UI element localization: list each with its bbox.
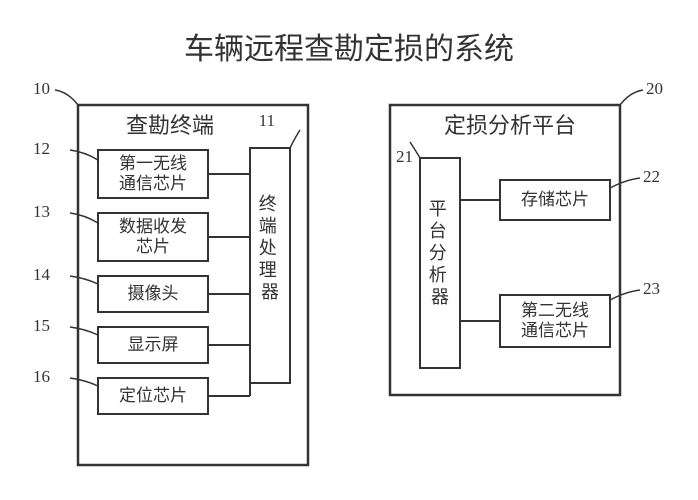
left-item-2-line1: 摄像头 — [128, 284, 179, 303]
leader-ref-10 — [55, 90, 78, 105]
right-item-1-line1: 第二无线 — [521, 301, 589, 320]
left-item-4-line1: 定位芯片 — [119, 386, 187, 405]
left-item-0-line2: 通信芯片 — [119, 174, 187, 193]
ref-21: 21 — [396, 147, 413, 166]
ref-13: 13 — [33, 202, 50, 221]
diagram-root: 车辆远程查勘定损的系统 查勘终端 10 终 端 处 理 器 11 第一无线 通信… — [0, 0, 698, 500]
left-processor-label: 终 端 处 理 器 — [259, 194, 282, 302]
right-item-0-line1: 存储芯片 — [521, 190, 589, 209]
leader-ref-20 — [620, 90, 643, 105]
ref-16: 16 — [33, 367, 50, 386]
right-analyzer-box — [420, 158, 460, 368]
left-container-title: 查勘终端 — [126, 113, 214, 138]
ref-20: 20 — [646, 79, 663, 98]
ref-12: 12 — [33, 139, 50, 158]
ref-15: 15 — [33, 316, 50, 335]
left-item-3-line1: 显示屏 — [128, 335, 179, 354]
left-item-1-line1: 数据收发 — [119, 217, 187, 236]
ref-22: 22 — [643, 167, 660, 186]
right-analyzer-label: 平 台 分 析 器 — [429, 199, 452, 307]
right-item-1-line2: 通信芯片 — [521, 321, 589, 340]
diagram-title: 车辆远程查勘定损的系统 — [184, 33, 514, 66]
ref-14: 14 — [33, 265, 51, 284]
ref-11: 11 — [259, 111, 275, 130]
ref-10: 10 — [33, 79, 50, 98]
ref-23: 23 — [643, 279, 660, 298]
left-item-0-line1: 第一无线 — [119, 154, 187, 173]
left-item-1-line2: 芯片 — [136, 237, 170, 256]
right-container-title: 定损分析平台 — [444, 113, 576, 138]
